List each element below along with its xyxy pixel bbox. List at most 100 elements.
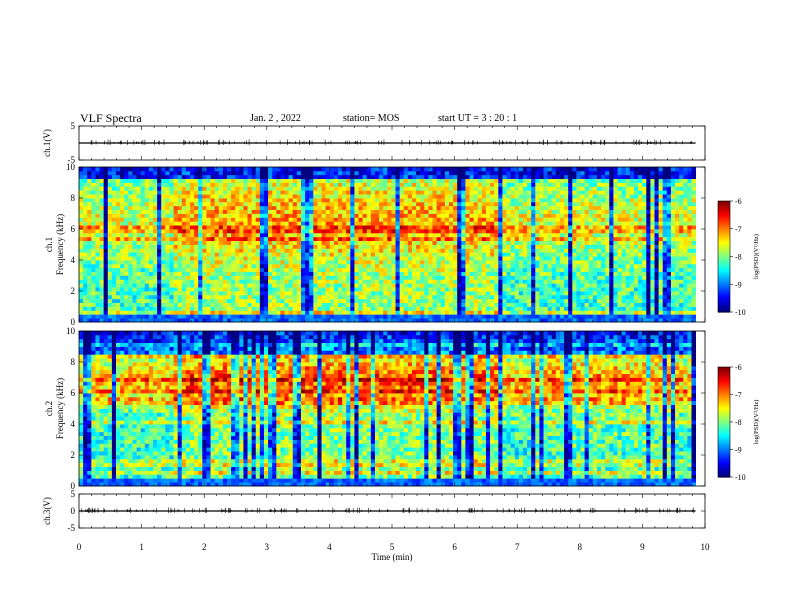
colorbar-swatch (718, 445, 730, 449)
colorbar-swatch (718, 230, 730, 234)
colorbar-swatch (718, 467, 730, 471)
colorbar-swatch (718, 295, 730, 298)
y-tick-label: 4 (71, 419, 76, 429)
colorbar-swatch (718, 396, 730, 399)
colorbar-swatch (718, 306, 730, 309)
colorbar-swatch (718, 304, 730, 308)
colorbar-swatch (718, 310, 730, 313)
colorbar-swatch (718, 241, 730, 245)
colorbar-swatch (718, 297, 730, 300)
x-tick-label: 3 (265, 542, 270, 552)
colorbar-swatch (718, 308, 730, 311)
colorbar-swatch (718, 379, 730, 383)
colorbar-swatch (718, 271, 730, 274)
colorbar-swatch (718, 368, 730, 372)
colorbar-swatch (718, 286, 730, 289)
colorbar-swatch (718, 275, 730, 278)
colorbar-tick-label: -9 (735, 446, 742, 455)
colorbar-swatch (718, 475, 730, 478)
y-axis-label: ch.1(V) (42, 129, 52, 157)
colorbar-swatch (718, 412, 730, 416)
colorbar-swatch (718, 223, 730, 226)
colorbar-tick-label: -10 (735, 308, 746, 317)
colorbar-swatch (718, 226, 730, 230)
colorbar-swatch (718, 392, 730, 396)
x-tick-label: 1 (139, 542, 144, 552)
station-label: station= MOS (343, 113, 400, 124)
colorbar-swatch (718, 401, 730, 405)
colorbar-swatch (718, 225, 730, 228)
colorbar-swatch (718, 202, 730, 206)
date-label: Jan. 2 , 2022 (250, 113, 301, 124)
x-tick-label: 9 (640, 542, 645, 552)
y-tick-label: 2 (71, 286, 76, 296)
colorbar-swatch (718, 263, 730, 267)
x-tick-label: 0 (77, 542, 82, 552)
y-tick-label: 10 (66, 326, 76, 336)
x-tick-label: 8 (578, 542, 583, 552)
colorbar-swatch (718, 215, 730, 219)
x-tick-label: 2 (202, 542, 207, 552)
colorbar-swatch (718, 219, 730, 222)
colorbar-swatch (718, 473, 730, 476)
colorbar-swatch (718, 247, 730, 250)
colorbar-swatch (718, 390, 730, 394)
colorbar-swatch (718, 407, 730, 410)
colorbar-swatch (718, 440, 730, 443)
colorbar-swatch (718, 232, 730, 235)
spectrogram-image-2 (79, 331, 697, 487)
y-tick-label: 8 (71, 193, 76, 203)
colorbar-swatch (718, 372, 730, 375)
waveform-spikes (78, 139, 692, 146)
colorbar-tick-label: -6 (735, 363, 742, 372)
colorbar-swatch (718, 293, 730, 296)
colorbar-swatch (718, 442, 730, 445)
colorbar-swatch (718, 387, 730, 390)
start-time-label: start UT = 3 : 20 : 1 (438, 113, 518, 124)
y-axis-label: Frequency (kHz) (55, 378, 65, 439)
colorbar-swatch (718, 436, 730, 440)
colorbar-swatch (718, 411, 730, 414)
colorbar-swatch (718, 394, 730, 397)
colorbar-tick-label: -7 (735, 391, 742, 400)
y-tick-label: 6 (71, 388, 76, 398)
y-tick-label: 10 (66, 162, 76, 172)
colorbar-swatch (718, 276, 730, 280)
colorbar-tick-label: -8 (735, 418, 742, 427)
colorbar-swatch (718, 267, 730, 271)
colorbar-swatch (718, 458, 730, 462)
y-tick-label: 6 (71, 224, 76, 234)
colorbar-swatch (718, 278, 730, 282)
colorbar-swatch (718, 291, 730, 295)
waveform-spikes (81, 507, 695, 514)
colorbar-swatch (718, 256, 730, 259)
colorbar-swatch (718, 400, 730, 403)
colorbar-swatch (718, 260, 730, 263)
colorbar-swatch (718, 262, 730, 265)
y-tick-label: 5 (71, 489, 76, 499)
colorbar-swatch (718, 234, 730, 237)
colorbar-swatch (718, 210, 730, 213)
colorbar-swatch (718, 212, 730, 215)
colorbar-tick-label: -8 (735, 253, 742, 262)
colorbar-swatch (718, 383, 730, 386)
chart-title: VLF Spectra (80, 111, 142, 125)
colorbar-label: log(PSD)(V²/Hz) (753, 234, 760, 279)
colorbar-swatch (718, 471, 730, 474)
y-tick-label: 2 (71, 450, 76, 460)
colorbar-swatch (718, 444, 730, 447)
colorbar-swatch (718, 302, 730, 306)
colorbar-swatch (718, 420, 730, 423)
colorbar-swatch (718, 466, 730, 469)
colorbar-swatch (718, 239, 730, 243)
colorbar-swatch (718, 252, 730, 256)
colorbar-swatch (718, 238, 730, 241)
y-tick-label: 4 (71, 255, 76, 265)
y-axis-label: ch.1 (44, 237, 54, 252)
y-tick-label: 0 (71, 317, 76, 327)
y-axis-label: Frequency (kHz) (55, 214, 65, 275)
y-tick-label: 8 (71, 357, 76, 367)
colorbar-swatch (718, 245, 730, 248)
colorbar-label: log(PSD)(V²/Hz) (753, 400, 760, 445)
